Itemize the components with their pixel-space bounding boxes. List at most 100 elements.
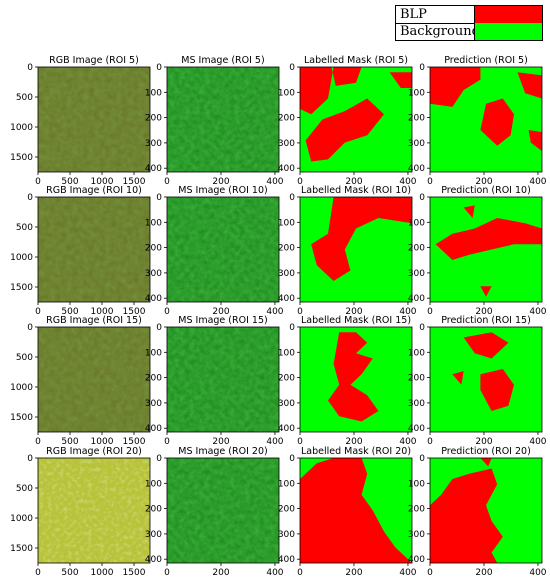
x-tick-label: 0 <box>164 437 170 447</box>
x-tick-label: 1000 <box>91 568 114 578</box>
panel-title: MS Image (ROI 15) <box>178 315 267 326</box>
y-tick-label: 300 <box>278 139 295 149</box>
pred-blp-region <box>528 130 542 151</box>
y-tick-label: 200 <box>408 114 425 124</box>
x-tick-label: 0 <box>35 177 41 187</box>
y-tick-label: 200 <box>145 244 162 254</box>
ms-texture <box>167 327 279 432</box>
y-tick-label: 0 <box>27 63 33 73</box>
mask-blp-region <box>300 458 412 563</box>
panel-mask-roi-5: Labelled Mask (ROI 5)0 200 400010020030040… <box>278 55 417 187</box>
panel-title: MS Image (ROI 5) <box>181 55 264 66</box>
y-tick-label: 100 <box>408 348 425 358</box>
y-tick-label: 500 <box>16 93 33 103</box>
x-tick-label: 200 <box>345 568 362 578</box>
y-tick-label: 300 <box>145 530 162 540</box>
x-tick-label: 1000 <box>91 177 114 187</box>
x-tick-label: 200 <box>475 307 492 317</box>
panel-title: Labelled Mask (ROI 20) <box>301 446 411 457</box>
y-tick-label: 0 <box>289 454 295 464</box>
panel-frame <box>166 457 280 564</box>
y-tick-label: 100 <box>278 88 295 98</box>
x-tick-label: 1500 <box>123 307 146 317</box>
panel-rgb-roi-10: RGB Image (ROI 10) 0 500 1000 1500 0 500 1000 15… <box>10 185 151 317</box>
y-tick-label: 200 <box>408 244 425 254</box>
x-tick-label: 200 <box>212 307 229 317</box>
y-tick-label: 400 <box>278 555 295 565</box>
y-tick-label: 200 <box>408 374 425 384</box>
panel-title: MS Image (ROI 10) <box>178 185 267 196</box>
x-tick-label: 0 <box>164 177 170 187</box>
x-tick-label: 400 <box>266 568 283 578</box>
x-tick-label: 400 <box>399 568 416 578</box>
x-tick-label: 1500 <box>123 437 146 447</box>
rgb-texture <box>38 458 150 563</box>
y-tick-label: 100 <box>145 348 162 358</box>
panel-frame <box>166 196 280 303</box>
panel-title: Labelled Mask (ROI 15) <box>301 315 411 326</box>
y-tick-label: 1000 <box>10 383 33 393</box>
x-tick-label: 0 <box>297 568 303 578</box>
x-tick-label: 400 <box>529 437 546 447</box>
panel-title: Prediction (ROI 5) <box>444 55 528 66</box>
rgb-texture <box>38 197 150 302</box>
y-tick-label: 1500 <box>10 153 33 163</box>
panel-title: Prediction (ROI 10) <box>441 185 531 196</box>
y-tick-label: 200 <box>145 374 162 384</box>
y-tick-label: 1500 <box>10 283 33 293</box>
y-tick-label: 400 <box>145 294 162 304</box>
pred-blp-region <box>463 205 475 218</box>
y-tick-label: 400 <box>408 555 425 565</box>
y-tick-label: 400 <box>278 164 295 174</box>
panel-rgb-roi-15: RGB Image (ROI 15) 0 500 1000 1500 0 500 1000 15… <box>10 315 151 447</box>
mask-blp-region <box>389 72 412 88</box>
x-tick-label: 200 <box>345 177 362 187</box>
pred-blp-region <box>480 286 492 297</box>
y-tick-label: 100 <box>408 88 425 98</box>
legend-item-blp: BLP <box>396 6 542 24</box>
y-tick-label: 400 <box>278 294 295 304</box>
legend-label-blp: BLP <box>400 7 427 22</box>
panel-rgb-roi-5: RGB Image (ROI 5) 0 500 1000 1500 0 500 1000 150… <box>10 55 151 187</box>
y-tick-label: 1500 <box>10 413 33 423</box>
x-tick-label: 200 <box>345 307 362 317</box>
pred-blp-region <box>430 67 481 107</box>
mask-blp-region <box>311 197 412 281</box>
panel-frame <box>299 66 413 173</box>
y-tick-label: 100 <box>145 88 162 98</box>
y-tick-label: 500 <box>16 353 33 363</box>
y-tick-label: 0 <box>156 454 162 464</box>
legend-swatch-blp <box>474 6 542 23</box>
y-tick-label: 200 <box>278 374 295 384</box>
panel-title: Prediction (ROI 15) <box>441 315 531 326</box>
panel-frame <box>166 66 280 173</box>
y-tick-label: 1000 <box>10 123 33 133</box>
x-tick-label: 200 <box>345 437 362 447</box>
y-tick-label: 300 <box>408 399 425 409</box>
pred-blp-region <box>463 332 509 359</box>
y-tick-label: 0 <box>156 323 162 333</box>
x-tick-label: 200 <box>212 568 229 578</box>
x-tick-label: 1500 <box>123 177 146 187</box>
panel-mask-roi-15: Labelled Mask (ROI 15)0 200 40001002003004… <box>278 315 417 447</box>
y-tick-label: 200 <box>145 114 162 124</box>
y-tick-label: 1000 <box>10 253 33 263</box>
y-tick-label: 0 <box>156 63 162 73</box>
x-tick-label: 1500 <box>123 568 146 578</box>
y-tick-label: 200 <box>145 505 162 515</box>
x-tick-label: 200 <box>212 437 229 447</box>
ms-texture <box>167 458 279 563</box>
y-tick-label: 300 <box>408 530 425 540</box>
x-tick-label: 1000 <box>91 437 114 447</box>
y-tick-label: 400 <box>408 424 425 434</box>
x-tick-label: 500 <box>61 307 78 317</box>
y-tick-label: 0 <box>289 63 295 73</box>
y-tick-label: 0 <box>27 193 33 203</box>
x-tick-label: 500 <box>61 177 78 187</box>
